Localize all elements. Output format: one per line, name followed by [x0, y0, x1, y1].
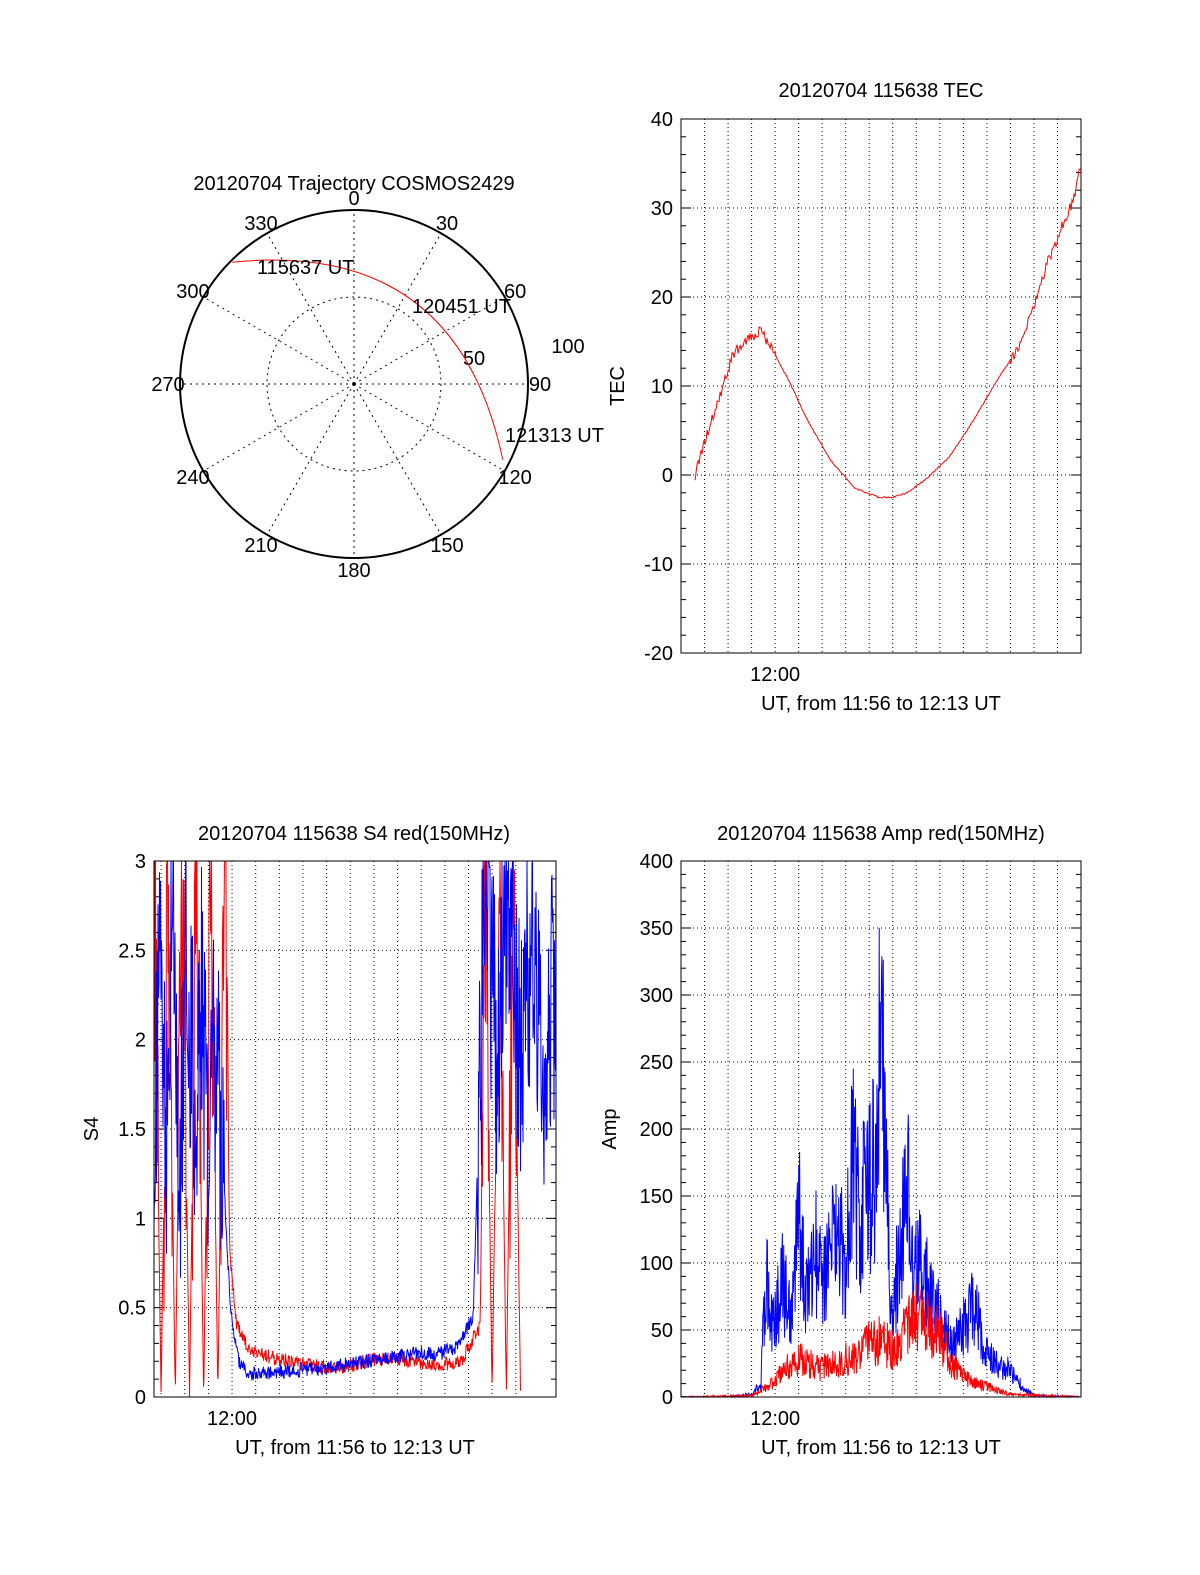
s4-ylabel: S4: [81, 1117, 103, 1141]
amp-y-tick-label: 300: [640, 985, 673, 1007]
elevation-label-100: 100: [551, 336, 584, 358]
s4-y-tick-label: 2: [135, 1030, 146, 1052]
polar-spoke: [353, 233, 442, 385]
s4-plot-frame: [153, 860, 557, 1398]
tec-y-tick-label: 0: [662, 465, 673, 487]
tec-y-tick-label: -20: [644, 643, 673, 665]
s4-title: 20120704 115638 S4 red(150MHz): [198, 823, 510, 845]
tec-y-tick-label: 20: [651, 287, 673, 309]
amp-ylabel: Amp: [599, 1108, 621, 1149]
polar-spoke: [203, 383, 355, 472]
s4-x-tick-label: 12:00: [207, 1408, 257, 1430]
azimuth-label-330: 330: [244, 213, 277, 235]
amp-y-tick-label: 100: [640, 1253, 673, 1275]
azimuth-label-210: 210: [244, 535, 277, 557]
amp-series-red-line: [681, 1282, 1082, 1399]
trajectory-start-label: 115637 UT: [257, 257, 354, 279]
tec-ylabel: TEC: [607, 366, 629, 406]
azimuth-label-0: 0: [348, 188, 359, 210]
polar-outer-circle: [179, 209, 529, 559]
trajectory-end-label: 121313 UT: [505, 425, 604, 447]
amp-y-tick-labels: 0 50 100 150 200 250 300 350 400: [640, 851, 673, 1409]
s4-xlabel: UT, from 11:56 to 12:13 UT: [235, 1437, 475, 1459]
tec-grid: [681, 118, 1081, 654]
amp-title: 20120704 115638 Amp red(150MHz): [717, 823, 1045, 845]
tec-plot-frame: [680, 118, 1082, 654]
azimuth-label-120: 120: [498, 467, 531, 489]
polar-spoke: [353, 383, 505, 472]
amp-x-tick-labels: 12:00: [750, 1408, 800, 1430]
s4-x-tick-labels: 12:00: [207, 1408, 257, 1430]
tec-y-tick-label: 10: [651, 376, 673, 398]
trajectory-line: [232, 259, 504, 460]
polar-grid: [179, 209, 529, 559]
amp-y-tick-label: 250: [640, 1052, 673, 1074]
polar-spoke: [353, 296, 505, 385]
amp-x-tick-label: 12:00: [750, 1408, 800, 1430]
tec-y-tick-label: -10: [644, 554, 673, 576]
polar-azimuth-labels: 0 30 60 90 120 150 180 210 240 270 300 330: [151, 188, 551, 582]
amp-y-tick-label: 150: [640, 1186, 673, 1208]
s4-y-tick-label: 0.5: [118, 1298, 146, 1320]
trajectory-mid-label: 120451 UT: [412, 296, 511, 318]
azimuth-label-150: 150: [430, 535, 463, 557]
tec-panel: 20120704 115638 TEC -20 -10 0 10 20 30 40 12:0…: [607, 80, 1082, 715]
azimuth-label-270: 270: [151, 374, 184, 396]
tec-x-tick-labels: 12:00: [750, 664, 800, 686]
amp-y-tick-label: 400: [640, 851, 673, 873]
polar-ring: [266, 296, 442, 472]
s4-y-tick-label: 1.5: [118, 1119, 146, 1141]
tec-y-tick-label: 40: [651, 109, 673, 131]
s4-y-tick-label: 0: [135, 1387, 146, 1409]
tec-series: [694, 168, 1082, 499]
s4-y-tick-label: 3: [135, 851, 146, 873]
polar-spoke: [203, 296, 355, 385]
polar-spoke: [353, 383, 442, 535]
azimuth-label-240: 240: [176, 467, 209, 489]
amp-y-tick-label: 0: [662, 1387, 673, 1409]
azimuth-label-180: 180: [337, 560, 370, 582]
trajectory-panel: 20120704 Trajectory COSMOS2429 0 30 60 90 12…: [151, 173, 604, 582]
s4-y-tick-label: 2.5: [118, 940, 146, 962]
tec-y-tick-label: 30: [651, 198, 673, 220]
s4-y-tick-label: 1: [135, 1208, 146, 1230]
s4-panel: 20120704 115638 S4 red(150MHz) 0 0.5 1 1.5 2…: [81, 823, 557, 1459]
trajectory-title: 20120704 Trajectory COSMOS2429: [193, 173, 514, 195]
polar-spoke: [266, 233, 355, 385]
tec-y-tick-labels: -20 -10 0 10 20 30 40: [644, 109, 673, 665]
amp-xlabel: UT, from 11:56 to 12:13 UT: [761, 1437, 1001, 1459]
s4-y-tick-labels: 0 0.5 1 1.5 2 2.5 3: [118, 851, 146, 1409]
elevation-label-50: 50: [463, 348, 485, 370]
polar-spoke: [266, 383, 355, 535]
azimuth-label-30: 30: [436, 213, 458, 235]
amp-plot-frame: [680, 860, 1082, 1398]
azimuth-label-90: 90: [529, 374, 551, 396]
amp-y-tick-label: 200: [640, 1119, 673, 1141]
tec-xlabel: UT, from 11:56 to 12:13 UT: [761, 693, 1001, 715]
amp-series: [681, 927, 1082, 1399]
azimuth-label-60: 60: [504, 281, 526, 303]
amp-panel: 20120704 115638 Amp red(150MHz) 0 50 100 15…: [599, 823, 1082, 1459]
tec-series-red-line: [694, 168, 1082, 499]
amp-y-tick-label: 350: [640, 918, 673, 940]
amp-grid: [681, 860, 1081, 1398]
tec-title: 20120704 115638 TEC: [779, 80, 984, 102]
azimuth-label-300: 300: [176, 281, 209, 303]
tec-x-tick-label: 12:00: [750, 664, 800, 686]
amp-y-tick-label: 50: [651, 1320, 673, 1342]
